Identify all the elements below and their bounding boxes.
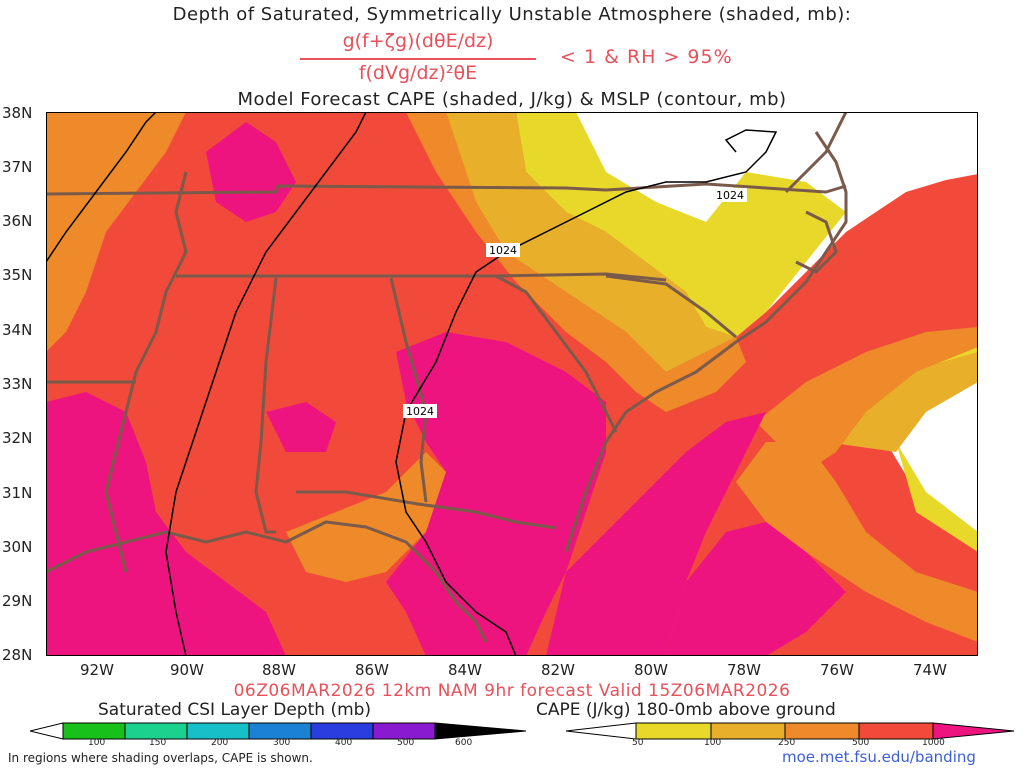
csi-tick-label: 200 [211,738,229,748]
lat-label: 36N [2,212,33,230]
lat-label: 33N [2,375,33,393]
cape-shading-1000 [206,122,296,222]
cape-shading-250 [406,112,746,412]
csi-swatch [62,722,126,740]
lat-label: 34N [2,321,33,339]
cape-shading-1000 [266,402,336,452]
cape-colorbar-arrow-right [932,722,1014,740]
cape-shading-50 [896,442,978,552]
pamlico-coast [795,210,838,274]
csi-swatch [124,722,188,740]
overlap-footnote: In regions where shading overlaps, CAPE … [8,751,313,765]
csi-colorbar-title: Saturated CSI Layer Depth (mb) [98,700,372,720]
lon-label: 88W [262,661,296,679]
svg-text:1024: 1024 [406,405,434,418]
florida-atlantic-coast [564,131,848,553]
cape-tick-label: 50 [632,738,644,748]
lon-label: 86W [355,661,389,679]
forecast-valid-line: 06Z06MAR2026 12km NAM 9hr forecast Valid… [233,681,791,701]
cape-tick-label: 100 [704,738,722,748]
state-line-fl-north [296,490,557,530]
csi-tick-label: 300 [273,738,291,748]
contour-label: 1024 [713,188,747,202]
contour-label: 1024 [486,243,520,257]
csi-swatch [310,722,374,740]
cape-tick-label: 1000 [922,738,945,748]
cape-shading-1000 [666,522,846,656]
csi-colorbar-arrow-left [30,722,64,740]
cape-swatch [635,722,712,740]
cape-tick-label: 500 [852,738,870,748]
lat-label: 35N [2,266,33,284]
formula-numerator: g(f+ζg)(dθE/dz) [342,30,494,52]
lon-label: 92W [80,661,114,679]
lon-label: 74W [913,661,947,679]
cape-colorbar-arrow-left [566,722,637,740]
lon-label: 82W [541,661,575,679]
csi-tick-label: 600 [455,738,473,748]
cape-shading-250 [756,327,978,472]
lat-label: 38N [2,104,33,122]
cape-shading-100 [446,112,736,372]
formula-denominator: f(dVg/dz)²θE [358,62,478,84]
lat-label: 29N [2,592,33,610]
csi-tick-label: 500 [397,738,415,748]
csi-swatch [372,722,436,740]
isobar-1024 [46,112,367,656]
cape-shading-1000 [386,332,606,656]
map-panel: 1024 1024 1024 [46,112,978,656]
svg-text:1024: 1024 [716,189,744,202]
cape-swatch [784,722,860,740]
csi-colorbar-arrow-right [434,722,526,740]
cape-tick-label: 250 [778,738,796,748]
csi-swatch [248,722,312,740]
svg-text:1024: 1024 [489,244,517,257]
state-line-ms-river [104,171,188,573]
lat-label: 31N [2,484,33,502]
cape-swatch [858,722,934,740]
lon-label: 76W [820,661,854,679]
formula-condition: < 1 & RH > 95% [560,46,733,68]
csi-tick-label: 150 [149,738,167,748]
cape-shading-250 [736,442,978,642]
gulf-coast [46,520,488,643]
cape-shading-100 [826,352,978,452]
lat-label: 28N [2,646,33,664]
cape-swatch [710,722,786,740]
state-line-ky-tn [46,182,847,196]
lat-label: 37N [2,158,33,176]
chart-subtitle: Model Forecast CAPE (shaded, J/kg) & MSL… [237,89,787,110]
formula-fraction-bar [300,58,536,60]
state-line-nc-sc [605,274,737,339]
cape-shading-250 [286,452,446,582]
source-link[interactable]: moe.met.fsu.edu/banding [782,748,976,766]
csi-tick-label: 400 [335,738,353,748]
contour-label: 1024 [403,404,437,418]
state-line-tn-south [176,272,667,282]
csi-swatch [186,722,250,740]
cape-shading-1000 [546,412,766,656]
cape-colorbar [566,722,1014,740]
chart-title: Depth of Saturated, Symmetrically Unstab… [172,4,852,25]
state-boundaries [46,112,848,643]
state-line-ga-sc [495,274,618,433]
state-line-ms-al [254,277,278,534]
cape-shading-50 [516,112,846,337]
cape-shading-1000 [46,392,286,656]
lon-label: 80W [634,661,668,679]
cape-colorbar-title: CAPE (J/kg) 180-0mb above ground [536,700,836,720]
lon-label: 78W [727,661,761,679]
lat-label: 32N [2,429,33,447]
lat-label: 30N [2,538,33,556]
lon-label: 84W [448,661,482,679]
csi-colorbar [30,722,526,740]
lon-label: 90W [170,661,204,679]
chesapeake-coast [784,112,848,194]
cape-shading-250 [46,112,186,352]
csi-tick-label: 100 [88,738,106,748]
